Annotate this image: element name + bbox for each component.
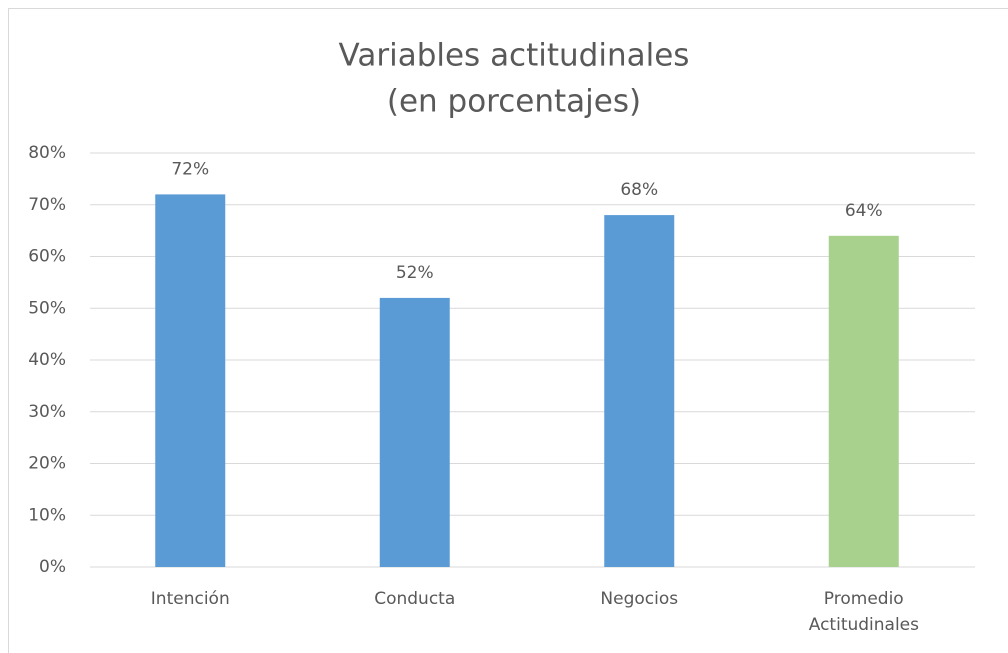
y-tick-label: 20%	[28, 454, 66, 474]
y-tick-label: 0%	[39, 557, 66, 577]
data-label: 72%	[171, 159, 209, 179]
bar	[155, 194, 226, 567]
x-tick-label: Intención	[150, 589, 230, 609]
bar	[828, 235, 899, 568]
x-tick-label: Promedio Actitudinales	[808, 589, 920, 635]
y-tick-label: 10%	[28, 505, 66, 525]
data-label: 64%	[845, 201, 883, 221]
y-tick-label: 30%	[28, 402, 66, 422]
y-tick-label: 60%	[28, 247, 66, 267]
data-label: 52%	[396, 263, 434, 283]
x-tick-label: Negocios	[600, 589, 679, 609]
x-tick-label: Conducta	[374, 589, 456, 609]
y-tick-label: 70%	[28, 195, 66, 215]
chart-title: Variables actitudinales	[339, 38, 690, 74]
y-tick-label: 40%	[28, 350, 66, 370]
chart-border	[8, 8, 1008, 653]
y-tick-label: 80%	[28, 143, 66, 163]
bar	[379, 297, 450, 567]
chart-subtitle: (en porcentajes)	[387, 84, 641, 120]
bar	[604, 215, 675, 567]
data-label: 68%	[620, 180, 658, 200]
y-tick-label: 50%	[28, 298, 66, 318]
